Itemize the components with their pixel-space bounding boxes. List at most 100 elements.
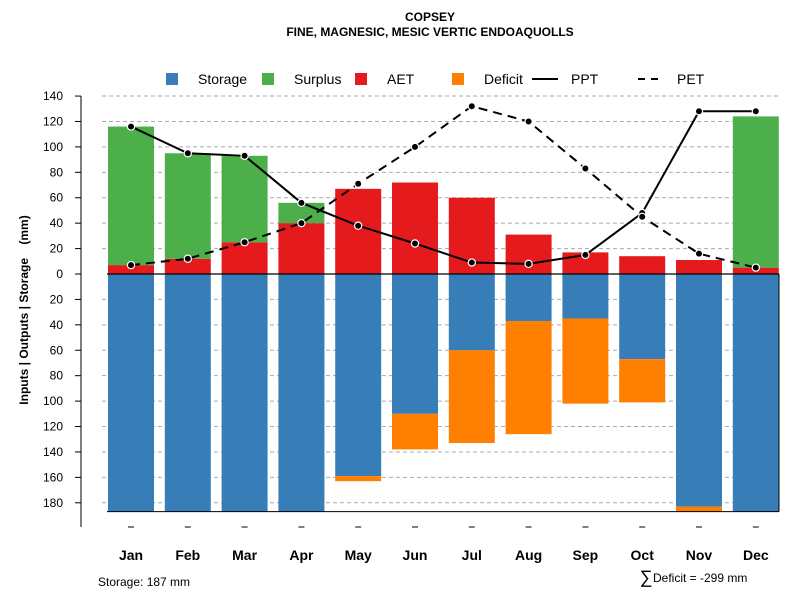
ppt-point <box>694 107 704 116</box>
ppt-point <box>410 239 420 248</box>
sum-symbol: ∑ <box>640 567 653 587</box>
axes-layer <box>107 273 780 513</box>
pet-line <box>130 105 757 269</box>
surplus-bar <box>732 116 779 268</box>
y-tick-label: 160 <box>43 470 63 484</box>
storage-bar <box>164 274 211 512</box>
aet-bar <box>221 242 268 274</box>
y-tick-label: 80 <box>50 369 64 383</box>
chart-title: COPSEY <box>405 10 455 24</box>
ppt-line <box>130 110 756 265</box>
deficit-bar <box>335 476 382 482</box>
storage-footer: Storage: 187 mm <box>98 575 190 589</box>
legend-label: PET <box>677 71 705 87</box>
ppt-point <box>751 107 761 116</box>
x-tick-label: Apr <box>289 547 314 563</box>
x-axis-ticks: Jan Feb Mar Apr May Jun Jul Aug Sep Oct Nov Dec <box>119 526 769 563</box>
x-tick-label: Sep <box>573 547 599 563</box>
y-axis-ticks: 140 120 100 80 60 40 20 0 20 40 60 80 100 120 140 160 18… <box>43 89 82 527</box>
legend-swatch <box>166 73 178 85</box>
y-tick-label: 120 <box>43 420 63 434</box>
pet-point <box>694 249 704 258</box>
lines-layer <box>126 102 761 272</box>
pet-point <box>751 263 761 272</box>
pet-point <box>524 117 533 126</box>
pet-point <box>126 260 136 270</box>
y-axis-label: Inputs | Outputs | Storage (mm) <box>17 215 31 404</box>
grid-lines <box>102 95 779 504</box>
deficit-bar <box>619 359 666 403</box>
storage-bar <box>619 274 666 360</box>
storage-bar <box>505 274 552 322</box>
storage-bar <box>562 274 609 319</box>
aet-bar <box>278 223 325 274</box>
legend-swatch <box>355 73 367 85</box>
x-tick-label: Nov <box>686 547 713 563</box>
aet-bar <box>562 252 609 274</box>
storage-bar <box>676 274 722 507</box>
legend-label: PPT <box>571 71 599 87</box>
chart-subtitle: FINE, MAGNESIC, MESIC VERTIC ENDOAQUOLLS <box>286 25 573 39</box>
y-tick-label: 40 <box>50 318 64 332</box>
x-tick-label: Jun <box>403 547 428 563</box>
legend-label: Surplus <box>294 71 341 87</box>
deficit-bar <box>676 506 722 512</box>
y-tick-label: 60 <box>50 191 64 205</box>
y-tick-label: 20 <box>50 242 64 256</box>
aet-bar <box>676 260 722 274</box>
aet-bar <box>505 234 552 274</box>
x-tick-label: Aug <box>515 547 542 563</box>
x-tick-label: Mar <box>232 547 257 563</box>
storage-bar <box>448 274 495 351</box>
y-tick-label: 0 <box>56 267 63 281</box>
aet-bar <box>392 182 438 274</box>
surplus-bar <box>164 153 211 259</box>
x-tick-label: Dec <box>743 547 769 563</box>
x-tick-label: Feb <box>175 547 200 563</box>
pet-point <box>410 142 420 152</box>
chart-legend: Storage Surplus AET Deficit PPT PET <box>166 71 705 87</box>
legend-swatch <box>262 73 274 85</box>
storage-bar <box>278 274 325 512</box>
aet-bar <box>164 258 211 274</box>
y-tick-label: 140 <box>43 445 63 459</box>
y-tick-label: 100 <box>43 394 63 408</box>
deficit-bar <box>392 413 438 450</box>
y-tick-label: 60 <box>50 343 64 357</box>
pet-point <box>297 218 306 228</box>
legend-label: AET <box>387 71 415 87</box>
storage-bar <box>335 274 382 477</box>
deficit-footer: Deficit = -299 mm <box>653 571 747 585</box>
ppt-point <box>354 221 363 230</box>
storage-bar <box>108 274 154 512</box>
surplus-bar <box>221 155 268 243</box>
deficit-bar <box>562 318 609 404</box>
aet-bar <box>108 265 154 274</box>
ppt-point <box>467 258 476 267</box>
legend-label: Deficit <box>484 71 523 87</box>
pet-point <box>581 164 590 173</box>
pet-point <box>467 102 476 111</box>
y-tick-label: 40 <box>50 216 64 230</box>
ppt-point <box>240 151 249 160</box>
ppt-point <box>297 198 306 208</box>
storage-bar <box>221 274 268 512</box>
ppt-point <box>183 149 192 158</box>
y-tick-label: 20 <box>50 292 64 306</box>
legend-label: Storage <box>198 71 247 87</box>
ppt-point <box>524 259 533 269</box>
legend-swatch <box>452 73 464 85</box>
pet-point <box>638 212 647 222</box>
storage-bar <box>392 274 438 414</box>
storage-bar <box>732 274 779 512</box>
pet-point <box>354 179 363 188</box>
deficit-bar <box>505 321 552 435</box>
aet-bar <box>619 256 666 274</box>
x-tick-label: Jul <box>462 547 482 563</box>
x-tick-label: Oct <box>631 547 655 563</box>
ppt-point <box>126 122 136 131</box>
y-tick-label: 140 <box>43 89 63 103</box>
pet-point <box>240 238 249 247</box>
y-tick-label: 120 <box>43 114 63 128</box>
